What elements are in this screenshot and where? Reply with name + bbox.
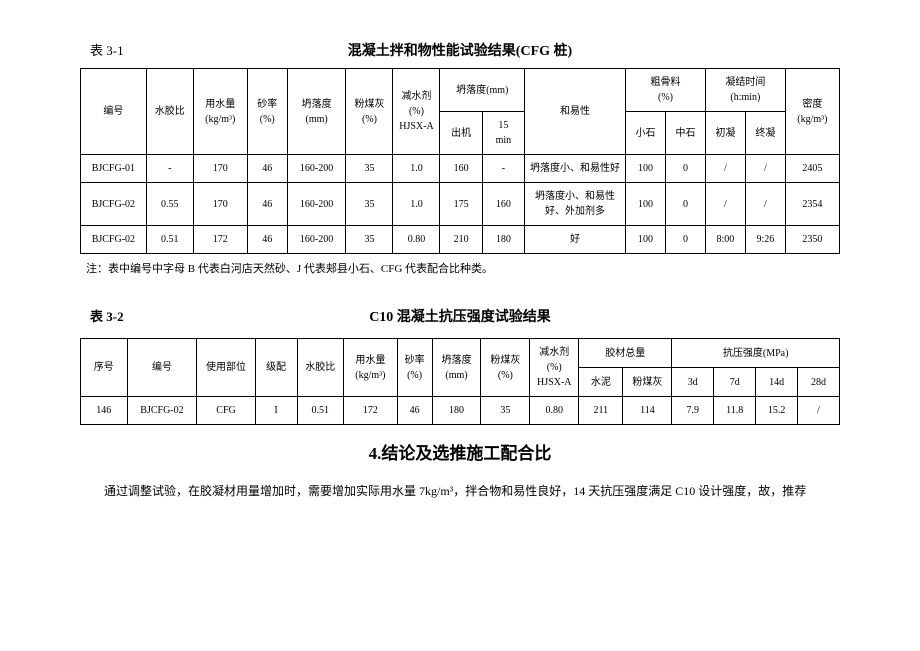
t1-h-c8b: 15min (482, 112, 524, 155)
t2-h-c8: 坍落度(mm) (432, 339, 481, 397)
t2-h-c11b: 粉煤灰 (623, 368, 672, 397)
table-row: BJCFG-01-17046160-200351.0160-坍落度小、和易性好1… (81, 155, 840, 183)
table-2: 序号 编号 使用部位 级配 水胶比 用水量(kg/m³) 砂率(%) 坍落度(m… (80, 338, 840, 425)
t1-h-c12: 密度(kg/m³) (785, 69, 839, 155)
table-2-label: 表 3-2 (90, 306, 240, 325)
t2-h-c11a: 水泥 (579, 368, 623, 397)
t1-h-c2: 水胶比 (146, 69, 193, 155)
t1-h-c11b: 终凝 (745, 112, 785, 155)
t2-h-c12: 抗压强度(MPa) (672, 339, 840, 368)
t2-h-c10: 减水剂(%)HJSX-A (530, 339, 579, 397)
table-1-title: 混凝土拌和物性能试验结果(CFG 桩) (240, 40, 680, 60)
t2-h-c7: 砂率(%) (397, 339, 432, 397)
table-1-header: 表 3-1 混凝土拌和物性能试验结果(CFG 桩) (80, 40, 840, 60)
t2-h-c2: 编号 (127, 339, 197, 397)
t1-h-c1: 编号 (81, 69, 147, 155)
t1-h-c8a: 出机 (440, 112, 482, 155)
table-row: 146BJCFG-02CFGI0.5117246180350.802111147… (81, 397, 840, 425)
t1-h-c11: 凝结时间(h:min) (705, 69, 785, 112)
t2-h-c12c: 14d (756, 368, 798, 397)
t2-h-c4: 级配 (255, 339, 297, 397)
t2-h-c12d: 28d (798, 368, 840, 397)
t1-h-c8: 坍落度(mm) (440, 69, 525, 112)
t1-h-c10a: 小石 (626, 112, 666, 155)
t1-h-c11a: 初凝 (705, 112, 745, 155)
t1-h-c10: 粗骨料(%) (626, 69, 706, 112)
t1-h-c9: 和易性 (525, 69, 626, 155)
table-1-note: 注：表中编号中字母 B 代表白河店天然砂、J 代表郏县小石、CFG 代表配合比种… (80, 260, 840, 276)
t2-h-c9: 粉煤灰(%) (481, 339, 530, 397)
t2-h-c11: 胶材总量 (579, 339, 672, 368)
t1-h-c5: 坍落度(mm) (287, 69, 346, 155)
t2-h-c5: 水胶比 (297, 339, 344, 397)
t2-h-c3: 使用部位 (197, 339, 255, 397)
section-4-body: 通过调整试验，在胶凝材用量增加时，需要增加实际用水量 7kg/m³，拌合物和易性… (80, 482, 840, 501)
t1-h-c7: 减水剂(%)HJSX-A (393, 69, 440, 155)
t2-h-c12a: 3d (672, 368, 714, 397)
table-1: 编号 水胶比 用水量(kg/m³) 砂率(%) 坍落度(mm) 粉煤灰(%) 减… (80, 68, 840, 254)
t1-h-c3: 用水量(kg/m³) (193, 69, 247, 155)
section-4-title: 4.结论及选推施工配合比 (80, 439, 840, 464)
table-row: BJCFG-020.5517046160-200351.0175160坍落度小、… (81, 183, 840, 226)
t1-h-c4: 砂率(%) (247, 69, 287, 155)
t2-h-c12b: 7d (714, 368, 756, 397)
t1-h-c10b: 中石 (666, 112, 706, 155)
table-2-header: 表 3-2 C10 混凝土抗压强度试验结果 (80, 306, 840, 326)
t2-h-c6: 用水量(kg/m³) (344, 339, 398, 397)
table-1-label: 表 3-1 (90, 40, 240, 59)
table-row: BJCFG-020.5117246160-200350.80210180好100… (81, 226, 840, 254)
table-2-title: C10 混凝土抗压强度试验结果 (240, 306, 680, 326)
t2-h-c1: 序号 (81, 339, 128, 397)
t1-h-c6: 粉煤灰(%) (346, 69, 393, 155)
